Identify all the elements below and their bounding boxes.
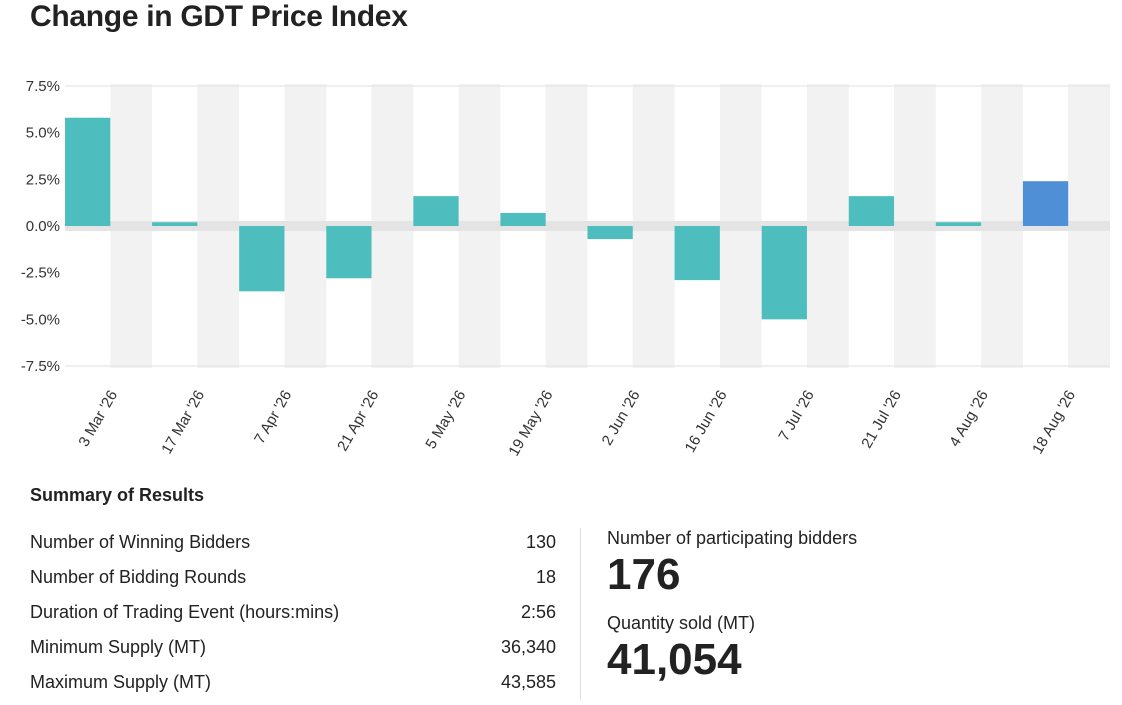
summary-row-maximum-supply: Maximum Supply (MT) 43,585	[30, 665, 556, 700]
participating-bidders-stat: Number of participating bidders 176	[607, 528, 857, 601]
bar	[935, 222, 982, 226]
bar	[326, 226, 372, 279]
summary-row-value: 18	[535, 567, 556, 587]
summary-row-value: 36,340	[500, 637, 556, 657]
summary-row-label: Number of Bidding Rounds	[30, 567, 247, 587]
x-tick-label: 17 Mar '26	[158, 388, 208, 457]
summary-row-value: 130	[525, 532, 556, 552]
bidders-value: 176	[607, 550, 681, 599]
bar	[761, 226, 807, 320]
bidders-label: Number of participating bidders	[607, 528, 858, 548]
x-tick-label: 2 Jun '26	[599, 388, 644, 449]
y-tick-label: -5.0%	[21, 311, 60, 328]
quantity-value: 41,054	[607, 635, 742, 684]
bar	[1022, 181, 1069, 226]
price-index-chart: 7.5% 5.0% 2.5% 0.0% -2.5% -5.0% -7.5% 3 Mar '26…	[21, 78, 1110, 460]
bar	[239, 226, 285, 292]
bar	[413, 196, 459, 226]
bar	[65, 117, 111, 226]
summary-heading: Summary of Results	[30, 485, 205, 505]
bar	[500, 212, 546, 226]
quantity-sold-stat: Quantity sold (MT) 41,054	[607, 613, 755, 686]
y-tick-label: 7.5%	[26, 78, 60, 95]
x-tick-label: 18 Aug '26	[1029, 388, 1079, 458]
summary-row-value: 2:56	[520, 602, 556, 622]
bar	[152, 222, 198, 226]
summary-row-label: Maximum Supply (MT)	[30, 672, 212, 692]
y-tick-label: 5.0%	[26, 125, 60, 142]
summary-row-bidding-rounds: Number of Bidding Rounds 18	[30, 560, 556, 595]
x-tick-label: 21 Jul '26	[858, 388, 905, 452]
x-tick-label: 21 Apr '26	[334, 388, 382, 455]
y-tick-label: 0.0%	[26, 218, 60, 235]
y-tick-label: -7.5%	[21, 358, 60, 375]
page-title: Change in GDT Price Index	[30, 0, 408, 33]
x-tick-label: 5 May '26	[422, 387, 469, 451]
summary-row-winning-bidders: Number of Winning Bidders 130	[30, 525, 556, 560]
x-tick-label: 19 May '26	[505, 388, 556, 460]
y-tick-label: 2.5%	[26, 171, 60, 188]
x-tick-label: 4 Aug '26	[946, 388, 992, 450]
x-tick-label: 16 Jun '26	[682, 388, 731, 456]
summary-row-value: 43,585	[500, 672, 556, 692]
y-tick-label: -2.5%	[21, 265, 60, 282]
x-tick-label: 7 Jul '26	[775, 388, 817, 444]
bar	[848, 196, 895, 226]
summary-row-label: Duration of Trading Event (hours:mins)	[30, 602, 340, 622]
summary-table: Number of Winning Bidders 130 Number of …	[30, 525, 556, 700]
summary-divider	[580, 528, 581, 700]
bar	[587, 226, 633, 240]
quantity-label: Quantity sold (MT)	[607, 613, 756, 633]
x-tick-label: 7 Apr '26	[251, 388, 295, 447]
summary-row-label: Minimum Supply (MT)	[30, 637, 207, 657]
summary-row-label: Number of Winning Bidders	[30, 532, 251, 552]
x-tick-label: 3 Mar '26	[75, 388, 121, 450]
summary-row-minimum-supply: Minimum Supply (MT) 36,340	[30, 630, 556, 665]
bar	[674, 226, 720, 281]
summary-row-duration: Duration of Trading Event (hours:mins) 2…	[30, 595, 556, 630]
